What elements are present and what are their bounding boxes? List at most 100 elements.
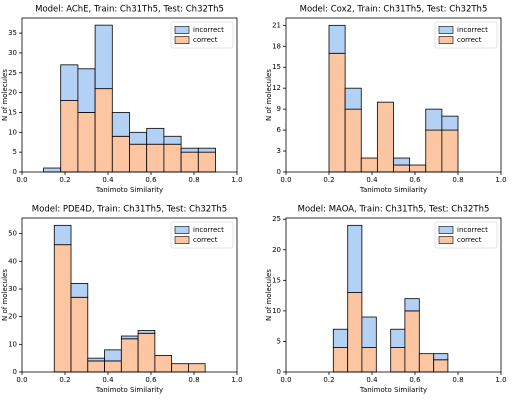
- histogram-bar: [104, 360, 122, 373]
- legend-label: correct: [457, 36, 482, 44]
- y-tick-label: 10: [8, 340, 17, 348]
- histogram-bar: [146, 143, 165, 173]
- histogram-bar: [77, 68, 96, 113]
- histogram-bar: [347, 292, 363, 373]
- plot-frame: [21, 217, 238, 373]
- histogram-bar: [347, 224, 363, 293]
- legend-label: correct: [193, 36, 218, 44]
- histogram-bar: [94, 88, 113, 173]
- y-tick-label: 5: [277, 337, 281, 345]
- histogram-bar: [129, 143, 148, 173]
- histogram-bar: [94, 24, 113, 90]
- legend-swatch: [438, 236, 454, 244]
- y-tick-label: 12: [272, 84, 281, 92]
- histogram-bar: [154, 354, 173, 373]
- subplot: Model: MAOA, Train: Ch31Th5, Test: Ch32T…: [265, 205, 507, 395]
- x-tick-label: 0.0: [280, 176, 291, 184]
- x-tick-label: 0.4: [102, 376, 114, 384]
- legend-swatch: [438, 36, 454, 44]
- histogram-bar: [332, 328, 349, 348]
- x-axis-label: Tanimoto Similarity: [95, 186, 163, 194]
- x-tick-label: 0.8: [452, 176, 463, 184]
- histogram-bar: [197, 151, 216, 173]
- legend-label: incorrect: [457, 226, 488, 234]
- histogram-bar: [418, 353, 435, 373]
- x-tick-label: 0.2: [323, 176, 334, 184]
- histogram-bar: [146, 127, 165, 145]
- histogram-bar: [332, 347, 349, 373]
- histogram-bar: [171, 363, 189, 373]
- x-tick-label: 0.0: [16, 176, 27, 184]
- y-tick-label: 15: [272, 63, 281, 71]
- x-tick-label: 1.0: [231, 176, 242, 184]
- plot-frame: [21, 17, 238, 173]
- x-tick-label: 0.4: [366, 176, 378, 184]
- legend-label: incorrect: [193, 226, 224, 234]
- histogram-bar: [404, 298, 420, 312]
- y-tick-label: 0: [277, 368, 281, 376]
- histogram-bar: [129, 131, 148, 145]
- legend-swatch: [174, 236, 190, 244]
- histogram-bar: [163, 135, 182, 145]
- x-tick-label: 0.8: [188, 376, 199, 384]
- histogram-bar: [120, 335, 139, 340]
- histogram-bar: [328, 52, 346, 173]
- histogram-bar: [390, 347, 406, 373]
- histogram-bar: [104, 349, 122, 362]
- x-tick-label: 0.6: [145, 176, 157, 184]
- x-tick-label: 1.0: [231, 376, 242, 384]
- x-tick-label: 0.2: [59, 176, 70, 184]
- histogram-bar: [120, 338, 139, 373]
- y-tick-label: 5: [13, 148, 17, 156]
- histogram-bar: [376, 101, 394, 173]
- x-tick-label: 0.2: [323, 376, 334, 384]
- subplot: Model: PDE4D, Train: Ch31Th5, Test: Ch32…: [1, 205, 243, 395]
- legend-swatch: [174, 226, 190, 234]
- histogram-bar: [360, 157, 378, 173]
- legend-swatch: [438, 26, 454, 34]
- histogram-bar: [60, 100, 79, 173]
- y-tick-label: 30: [8, 49, 17, 57]
- histogram-bar: [197, 147, 216, 153]
- legend-label: correct: [193, 236, 218, 244]
- histogram-bar: [404, 310, 420, 373]
- x-axis-label: Tanimoto Similarity: [359, 186, 427, 194]
- y-axis-label: N of molecules: [1, 269, 9, 321]
- y-tick-label: 6: [277, 126, 282, 134]
- y-tick-label: 50: [8, 230, 17, 238]
- histogram-bar: [60, 64, 79, 101]
- x-tick-label: 0.6: [145, 376, 157, 384]
- plot-frame: [285, 217, 502, 373]
- y-tick-label: 10: [272, 307, 281, 315]
- x-tick-label: 0.0: [280, 376, 291, 384]
- legend-swatch: [438, 226, 454, 234]
- histogram-bar: [87, 357, 105, 362]
- plot-frame: [285, 17, 502, 173]
- histogram-bar: [433, 359, 449, 373]
- x-tick-label: 0.6: [409, 176, 421, 184]
- histogram-bar: [180, 151, 199, 173]
- histogram-bar: [344, 87, 362, 110]
- y-tick-label: 20: [8, 313, 17, 321]
- y-tick-label: 20: [272, 246, 281, 254]
- histogram-bar: [53, 244, 72, 373]
- y-tick-label: 25: [272, 215, 281, 223]
- histogram-bar: [344, 108, 362, 173]
- y-axis-label: N of molecules: [1, 69, 9, 121]
- x-tick-label: 0.8: [452, 376, 463, 384]
- y-tick-label: 10: [8, 128, 17, 136]
- histogram-bar: [425, 129, 443, 173]
- legend-swatch: [174, 36, 190, 44]
- legend-label: incorrect: [457, 26, 488, 34]
- x-axis-label: Tanimoto Similarity: [359, 386, 427, 394]
- histogram-bar: [70, 296, 89, 373]
- histogram-bar: [425, 108, 443, 131]
- histogram-bar: [77, 112, 96, 173]
- y-tick-label: 3: [277, 147, 281, 155]
- x-tick-label: 1.0: [495, 376, 506, 384]
- x-tick-label: 0.2: [59, 376, 70, 384]
- y-tick-label: 0: [277, 168, 281, 176]
- histogram-bar: [393, 157, 411, 166]
- y-tick-label: 20: [8, 89, 17, 97]
